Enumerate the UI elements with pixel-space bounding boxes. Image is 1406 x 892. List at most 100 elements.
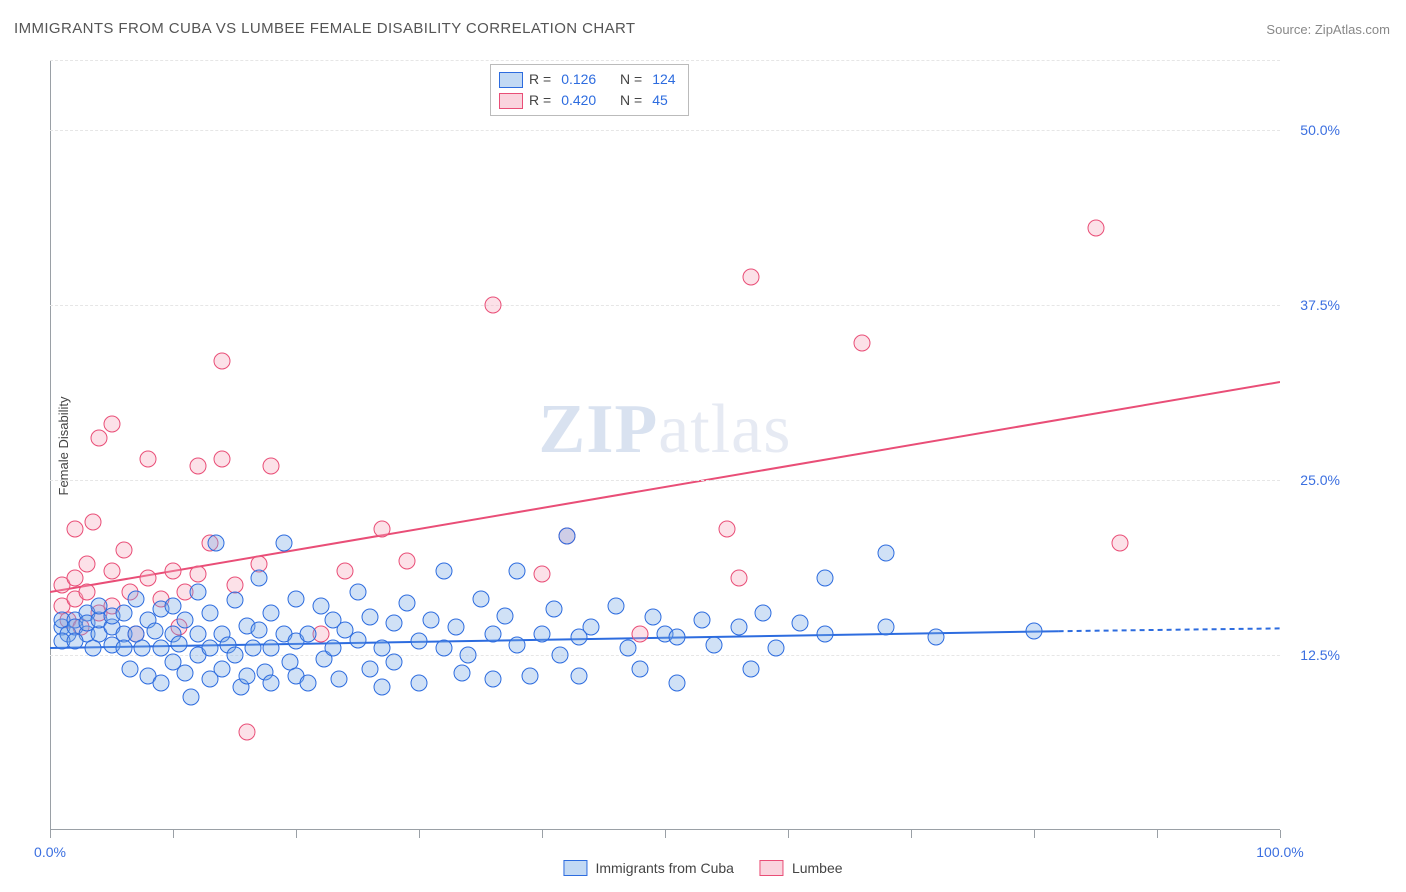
legend-n-value: 45 <box>648 90 672 111</box>
scatter-point-pink <box>853 334 870 351</box>
scatter-point-blue <box>878 544 895 561</box>
trend-lines <box>50 60 1280 830</box>
scatter-point-blue <box>226 592 243 609</box>
scatter-point-blue <box>208 535 225 552</box>
legend-r-value: 0.420 <box>557 90 600 111</box>
scatter-point-blue <box>331 670 348 687</box>
scatter-point-blue <box>201 640 218 657</box>
x-tick <box>1157 830 1158 838</box>
scatter-point-pink <box>214 451 231 468</box>
watermark-bold: ZIP <box>539 391 659 468</box>
scatter-point-blue <box>447 619 464 636</box>
grid-line <box>50 305 1280 306</box>
scatter-point-pink <box>263 458 280 475</box>
x-tick <box>1034 830 1035 838</box>
x-tick <box>1280 830 1281 838</box>
legend-label: Lumbee <box>792 860 843 876</box>
scatter-point-blue <box>121 661 138 678</box>
scatter-point-blue <box>146 623 163 640</box>
y-tick-label: 50.0% <box>1300 122 1340 138</box>
scatter-point-blue <box>386 614 403 631</box>
scatter-point-blue <box>497 607 514 624</box>
scatter-point-blue <box>244 640 261 657</box>
x-tick <box>788 830 789 838</box>
scatter-point-blue <box>878 619 895 636</box>
scatter-point-blue <box>558 528 575 545</box>
chart-container: IMMIGRANTS FROM CUBA VS LUMBEE FEMALE DI… <box>0 0 1406 892</box>
scatter-point-pink <box>398 553 415 570</box>
x-tick <box>50 830 51 838</box>
grid-line <box>50 480 1280 481</box>
legend-r-label: R = <box>529 69 551 90</box>
x-tick <box>542 830 543 838</box>
y-tick-label: 25.0% <box>1300 472 1340 488</box>
scatter-point-blue <box>152 640 169 657</box>
scatter-point-blue <box>423 612 440 629</box>
scatter-point-blue <box>620 640 637 657</box>
scatter-point-blue <box>349 584 366 601</box>
scatter-point-pink <box>534 565 551 582</box>
scatter-point-pink <box>85 514 102 531</box>
scatter-point-pink <box>238 724 255 741</box>
scatter-point-blue <box>361 609 378 626</box>
scatter-point-blue <box>816 626 833 643</box>
scatter-point-blue <box>570 668 587 685</box>
scatter-point-blue <box>693 612 710 629</box>
scatter-point-blue <box>706 637 723 654</box>
scatter-point-blue <box>632 661 649 678</box>
scatter-point-blue <box>189 584 206 601</box>
scatter-point-blue <box>755 605 772 622</box>
scatter-point-blue <box>128 591 145 608</box>
legend-stats: R =0.126 N =124R =0.420 N =45 <box>490 64 689 116</box>
scatter-point-blue <box>226 647 243 664</box>
scatter-point-blue <box>349 631 366 648</box>
watermark-light: atlas <box>658 391 791 468</box>
scatter-point-blue <box>454 665 471 682</box>
scatter-point-blue <box>183 689 200 706</box>
scatter-point-blue <box>251 621 268 638</box>
scatter-point-blue <box>66 633 83 650</box>
plot-area: ZIPatlas R =0.126 N =124R =0.420 N =45 1… <box>50 60 1280 830</box>
scatter-point-blue <box>263 640 280 657</box>
scatter-point-blue <box>263 675 280 692</box>
scatter-point-blue <box>644 609 661 626</box>
scatter-point-blue <box>238 668 255 685</box>
legend-swatch-blue <box>499 72 523 88</box>
scatter-point-pink <box>103 563 120 580</box>
x-tick <box>296 830 297 838</box>
scatter-point-pink <box>1087 220 1104 237</box>
x-tick <box>173 830 174 838</box>
legend-swatch-blue <box>563 860 587 876</box>
scatter-point-pink <box>91 430 108 447</box>
scatter-point-blue <box>251 570 268 587</box>
x-tick <box>419 830 420 838</box>
scatter-point-blue <box>411 675 428 692</box>
scatter-point-pink <box>78 556 95 573</box>
scatter-point-blue <box>509 637 526 654</box>
source-citation: Source: ZipAtlas.com <box>1266 22 1390 37</box>
y-axis-line <box>50 60 51 830</box>
scatter-point-blue <box>435 640 452 657</box>
scatter-point-blue <box>263 605 280 622</box>
scatter-point-blue <box>374 640 391 657</box>
scatter-point-blue <box>386 654 403 671</box>
legend-stats-row: R =0.126 N =124 <box>499 69 680 90</box>
legend-bottom: Immigrants from CubaLumbee <box>563 860 842 876</box>
scatter-point-pink <box>337 563 354 580</box>
scatter-point-blue <box>435 563 452 580</box>
scatter-point-blue <box>214 661 231 678</box>
scatter-point-blue <box>472 591 489 608</box>
scatter-point-blue <box>398 595 415 612</box>
scatter-point-blue <box>583 619 600 636</box>
grid-line <box>50 130 1280 131</box>
scatter-point-pink <box>214 353 231 370</box>
legend-r-value: 0.126 <box>557 69 600 90</box>
scatter-point-blue <box>534 626 551 643</box>
scatter-point-pink <box>66 570 83 587</box>
scatter-point-blue <box>743 661 760 678</box>
scatter-point-blue <box>1026 623 1043 640</box>
y-tick-label: 37.5% <box>1300 297 1340 313</box>
scatter-point-pink <box>66 521 83 538</box>
scatter-point-blue <box>730 619 747 636</box>
scatter-point-blue <box>134 640 151 657</box>
